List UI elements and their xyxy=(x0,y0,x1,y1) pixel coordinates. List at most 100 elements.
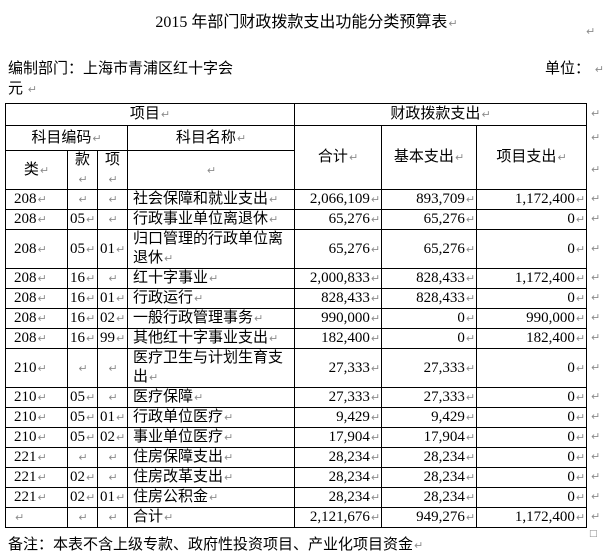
paragraph-mark-icon: ↵ xyxy=(454,151,465,164)
table-row: 208↵ 05↵ ↵ 行政事业单位离退休↵ 65,276↵ 65,276↵ 0↵ xyxy=(5,209,588,230)
paragraph-mark-icon: ↵ xyxy=(116,292,126,305)
cell-item: 02↵ xyxy=(97,427,128,448)
unit-label-wrap: 单位： ↵ xyxy=(545,59,604,79)
cell-cls: 208↵ xyxy=(5,308,68,329)
cell-sec: ↵ xyxy=(67,447,98,468)
cell-basic: 28,234↵ xyxy=(381,467,478,488)
paragraph-mark-icon: ↵ xyxy=(557,151,567,164)
cell-basic: 27,333↵ xyxy=(381,387,478,408)
paragraph-mark-icon: ↵ xyxy=(116,332,126,345)
cell-project: 0↵ xyxy=(476,447,588,468)
paragraph-mark-icon: ↵ xyxy=(86,471,96,484)
paragraph-mark-icon: ↵ xyxy=(108,471,118,484)
table-row: 221↵ ↵ ↵ 住房保障支出↵ 28,234↵ 28,234↵ 0↵ xyxy=(5,447,588,468)
cell-name: 事业单位医疗↵ xyxy=(126,427,296,448)
row-end-mark-icon: ↵ xyxy=(591,430,601,443)
row-end-mark-icon: ↵ xyxy=(591,271,601,284)
paragraph-mark-icon: ↵ xyxy=(224,431,234,444)
cell-basic: 65,276↵ xyxy=(381,229,478,269)
paragraph-mark-icon: ↵ xyxy=(465,361,476,375)
cell-item: 01↵ xyxy=(97,229,128,269)
paragraph-mark-icon: ↵ xyxy=(465,193,476,206)
row-end-mark-icon: ↵ xyxy=(591,107,601,120)
cell-total: 28,234↵ xyxy=(294,467,383,488)
paragraph-mark-icon: ↵ xyxy=(160,108,171,121)
paragraph-mark-icon: ↵ xyxy=(465,511,476,524)
cell-total: 2,000,833↵ xyxy=(294,268,383,289)
cell-basic: 65,276↵ xyxy=(381,209,478,230)
cell-project: 1,172,400↵ xyxy=(476,189,588,210)
paragraph-mark-icon: ↵ xyxy=(370,332,381,345)
paragraph-mark-icon: ↵ xyxy=(92,131,102,145)
paragraph-mark-icon: ↵ xyxy=(448,17,458,30)
cell-name: 住房改革支出↵ xyxy=(126,467,296,488)
cell-total: 990,000↵ xyxy=(294,308,383,329)
paragraph-mark-icon: ↵ xyxy=(37,391,47,404)
paragraph-mark-icon: ↵ xyxy=(37,361,47,375)
header-row-3: 类↵ 款↵ 项↵ ↵ xyxy=(5,150,587,190)
cell-basic: 9,429↵ xyxy=(381,407,478,428)
cell-total: 27,333↵ xyxy=(294,348,383,388)
paragraph-mark-icon: ↵ xyxy=(37,411,47,424)
paragraph-mark-icon: ↵ xyxy=(108,391,118,404)
cell-cls: ↵ xyxy=(5,507,68,528)
paragraph-mark-icon: ↵ xyxy=(206,163,217,177)
cell-total: 65,276↵ xyxy=(294,229,383,269)
header-subject-code: 科目编码↵ xyxy=(5,125,128,151)
paragraph-mark-icon: ↵ xyxy=(481,108,491,121)
paragraph-mark-icon: ↵ xyxy=(108,451,118,464)
footnote-text: 备注：本表不含上级专款、政府性投资项目、产业化项目资金 xyxy=(8,537,414,553)
paragraph-mark-icon: ↵ xyxy=(116,242,126,256)
paragraph-mark-icon: ↵ xyxy=(575,312,586,325)
header-class: 类↵ xyxy=(5,150,68,190)
cell-sec: 05↵ xyxy=(67,407,98,428)
table-row: 210↵ 05↵ ↵ 医疗保障↵ 27,333↵ 27,333↵ 0↵ xyxy=(5,387,588,408)
cell-total: 28,234↵ xyxy=(294,447,383,468)
cell-name: 一般行政管理事务↵ xyxy=(126,308,296,329)
cell-cls: 221↵ xyxy=(5,467,68,488)
paragraph-mark-icon: ↵ xyxy=(370,471,381,484)
paragraph-mark-icon: ↵ xyxy=(465,213,476,226)
header-section: 款↵ xyxy=(67,150,98,190)
paragraph-mark-icon: ↵ xyxy=(15,511,25,524)
table-row: 210↵ 05↵ 01↵ 行政单位医疗↵ 9,429↵ 9,429↵ 0↵ xyxy=(5,407,588,428)
paragraph-mark-icon: ↵ xyxy=(224,451,234,464)
paragraph-mark-icon: ↵ xyxy=(465,471,476,484)
paragraph-mark-icon: ↵ xyxy=(224,471,234,484)
unit-value: 元 xyxy=(8,81,24,97)
paragraph-mark-icon: ↵ xyxy=(78,511,88,524)
paragraph-mark-icon: ↵ xyxy=(37,451,47,464)
paragraph-mark-icon: ↵ xyxy=(465,292,476,305)
row-end-mark-icon: ↵ xyxy=(591,510,601,523)
cell-project: 0↵ xyxy=(476,467,588,488)
paragraph-mark-icon: ↵ xyxy=(370,361,381,375)
paragraph-mark-icon: ↵ xyxy=(164,511,174,524)
row-end-mark-icon: ↵ xyxy=(591,212,601,225)
unit-label: 单位： xyxy=(545,61,591,77)
cell-name: 医疗保障↵ xyxy=(126,387,296,408)
cell-basic: 28,234↵ xyxy=(381,447,478,468)
cell-item: ↵ xyxy=(97,348,128,388)
cell-sec: ↵ xyxy=(67,507,98,528)
cell-cls: 210↵ xyxy=(5,348,68,388)
cell-sec: 16↵ xyxy=(67,288,98,309)
cell-item: 02↵ xyxy=(97,308,128,329)
footnote: 备注：本表不含上级专款、政府性投资项目、产业化项目资金↵ xyxy=(8,535,613,555)
cell-name: 归口管理的行政单位离退休↵ xyxy=(126,229,296,269)
paragraph-mark-icon: ↵ xyxy=(209,491,219,504)
paragraph-mark-icon: ↵ xyxy=(236,131,247,145)
cell-name: 行政单位医疗↵ xyxy=(126,407,296,428)
cell-project: 1,172,400↵ xyxy=(476,507,588,528)
paragraph-mark-icon: ↵ xyxy=(39,163,50,177)
cell-project: 0↵ xyxy=(476,348,588,388)
table-row: 210↵ 05↵ 02↵ 事业单位医疗↵ 17,904↵ 17,904↵ 0↵ xyxy=(5,427,588,448)
cell-project: 990,000↵ xyxy=(476,308,588,329)
row-end-mark-icon: ↵ xyxy=(591,331,601,344)
header-row-2: 科目编码↵ 科目名称↵ 合计↵ 基本支出↵ 项目支出↵ xyxy=(5,125,588,190)
cell-cls: 208↵ xyxy=(5,328,68,349)
table-row: 208↵ ↵ ↵ 社会保障和就业支出↵ 2,066,109↵ 893,709↵ 1,172,… xyxy=(5,189,588,210)
header-total: 合计↵ xyxy=(294,125,383,190)
paragraph-mark-icon: ↵ xyxy=(209,272,219,285)
cell-sec: 16↵ xyxy=(67,328,98,349)
cell-item: 99↵ xyxy=(97,328,128,349)
